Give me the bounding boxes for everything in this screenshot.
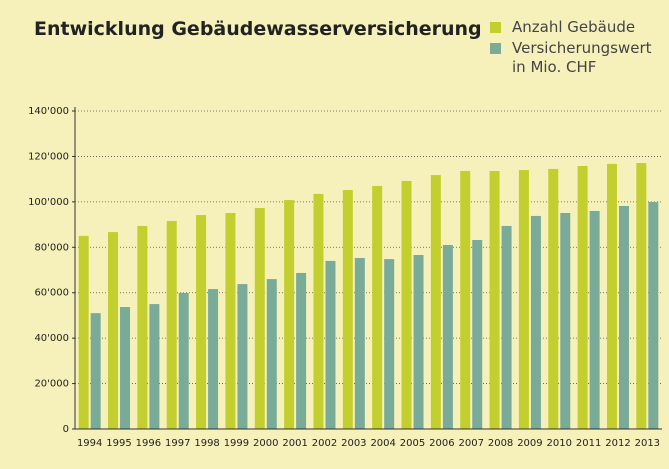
bar [472,240,483,429]
bar [254,207,265,429]
bar [325,260,336,429]
legend-swatch [490,22,501,33]
bar [577,165,588,429]
bar [430,175,441,429]
bar [108,232,119,429]
bar [237,284,248,429]
y-tick-label: 100'000 [28,197,69,208]
bar [354,257,365,429]
y-tick-label: 120'000 [28,151,69,162]
legend-swatch [490,43,501,54]
x-tick-label: 2003 [341,438,366,449]
bar [560,212,571,429]
bar [342,190,353,429]
x-tick-label: 1995 [106,438,131,449]
bar [166,220,177,429]
bar [384,259,395,429]
bar [208,289,219,429]
legend-label: Anzahl Gebäude [512,18,636,36]
x-tick-label: 1997 [165,438,190,449]
bar [501,225,512,429]
bar [178,292,189,429]
bar [137,225,148,429]
y-tick-label: 40'000 [34,333,69,344]
x-tick-label: 2010 [547,438,572,449]
x-tick-label: 2000 [253,438,278,449]
x-tick-label: 2007 [458,438,483,449]
y-tick-label: 140'000 [28,106,69,117]
x-tick-label: 2005 [400,438,425,449]
bar [313,193,324,429]
x-tick-label: 2006 [429,438,454,449]
bar [618,205,629,429]
bar [149,304,160,429]
y-tick-label: 20'000 [34,379,69,390]
bar [442,245,453,429]
bar [530,215,541,429]
x-tick-label: 1998 [194,438,219,449]
x-tick-label: 2009 [517,438,542,449]
x-tick-label: 2001 [282,438,307,449]
x-tick-label: 2004 [370,438,395,449]
bar [196,215,207,429]
legend-label: Versicherungswert in Mio. CHF [512,39,652,76]
x-tick-label: 2008 [488,438,513,449]
x-tick-label: 1994 [77,438,102,449]
bar [489,170,500,430]
bar [606,163,617,429]
x-tick-label: 2013 [635,438,660,449]
bar [460,170,471,430]
x-tick-label: 2012 [605,438,630,449]
bar [401,180,412,429]
bar [636,163,647,429]
y-tick-label: 80'000 [34,242,69,253]
bar [413,255,424,429]
bar [589,210,600,429]
bar [296,272,307,429]
bar [372,185,383,429]
legend: Anzahl Gebäude Versicherungswert in Mio. … [490,18,660,79]
bar [548,168,559,429]
x-tick-label: 1999 [224,438,249,449]
y-tick-label: 0 [63,424,69,435]
bar [648,202,659,429]
bar [518,170,529,430]
x-tick-label: 1996 [136,438,161,449]
x-tick-label: 2002 [312,438,337,449]
legend-item: Versicherungswert in Mio. CHF [490,39,652,77]
y-tick-label: 60'000 [34,288,69,299]
bar [90,313,101,429]
bar [225,212,236,429]
chart-title: Entwicklung Gebäudewasserversicherung [34,18,482,40]
legend-item: Anzahl Gebäude [490,18,652,37]
bar [284,200,295,429]
bar [120,307,131,429]
bar [266,279,277,429]
x-tick-label: 2011 [576,438,601,449]
bar [78,235,89,429]
